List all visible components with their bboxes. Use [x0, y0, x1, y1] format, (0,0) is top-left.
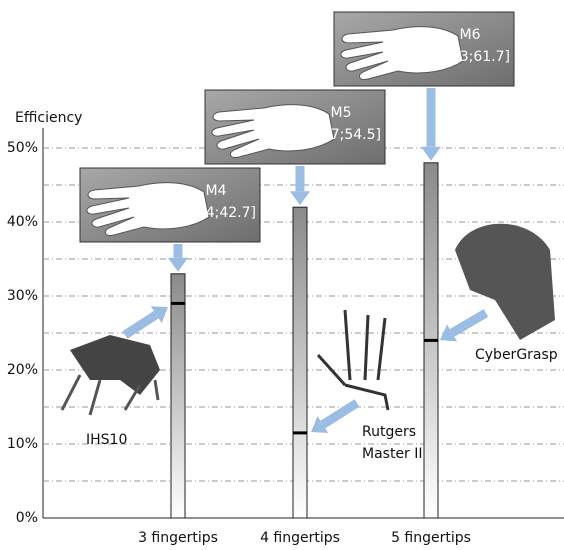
x-tick-label: 4 fingertips: [260, 530, 340, 546]
arrow-head: [290, 191, 310, 205]
x-tick-label: 3 fingertips: [138, 530, 218, 546]
model-label: M6: [460, 27, 481, 43]
y-tick-label: 10%: [7, 436, 38, 452]
arrow-shaft: [452, 313, 486, 333]
model-range: [28.7;54.5]: [303, 127, 381, 143]
arrow-head: [421, 147, 441, 161]
model-label: M4: [206, 183, 227, 199]
model-range: [33.3;61.7]: [432, 49, 510, 65]
arrow-head: [168, 258, 188, 272]
chart: Efficiency 0% 10% 20% 30% 40% 50% 3 fingertips…: [0, 0, 564, 550]
device-label: Master II: [362, 446, 423, 462]
device-image: [70, 335, 160, 395]
y-tick-label: 20%: [7, 362, 38, 378]
model-label: M5: [331, 105, 352, 121]
x-tick-label: 5 fingertips: [391, 530, 471, 546]
device-label: IHS10: [86, 432, 127, 448]
arrow-shaft: [323, 403, 357, 425]
y-tick-label: 40%: [7, 214, 38, 230]
y-axis-label: Efficiency: [15, 110, 82, 126]
model-range: [22.4;42.7]: [178, 205, 256, 221]
bar: [293, 207, 307, 518]
bar: [171, 274, 185, 518]
y-tick-label: 30%: [7, 288, 38, 304]
device-label: CyberGrasp: [475, 347, 558, 363]
y-tick-label: 50%: [7, 140, 38, 156]
y-tick-label: 0%: [16, 510, 38, 526]
device-label: Rutgers: [362, 424, 416, 440]
arrow-shaft: [125, 315, 156, 335]
device-image: [318, 310, 388, 410]
